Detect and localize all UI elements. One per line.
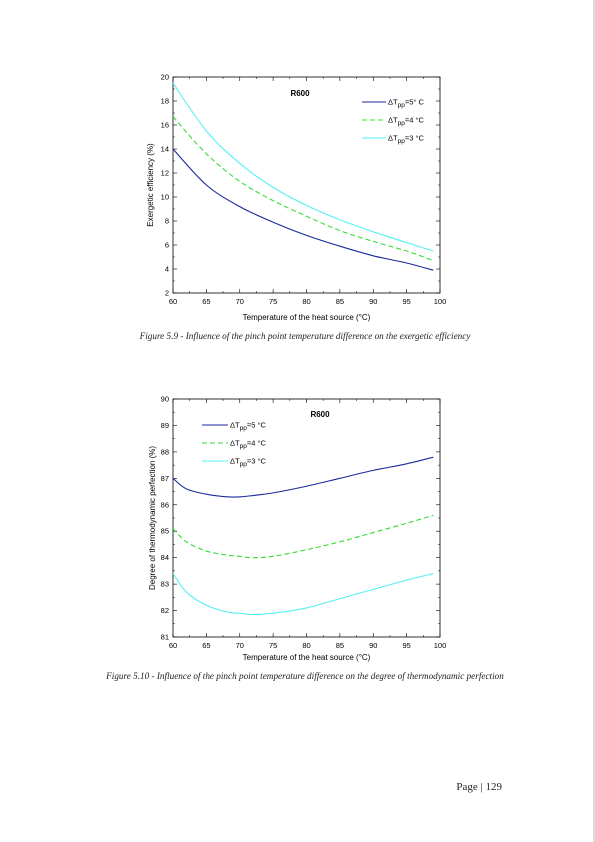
y-tick-label: 12: [161, 169, 169, 178]
y-axis-label: Exergetic efficiency (%): [146, 143, 155, 227]
legend-label-1: ΔTpp=5° C: [388, 98, 424, 110]
y-tick-label: 20: [161, 73, 169, 82]
y-tick-label: 6: [165, 241, 169, 250]
legend-label-2: ΔTpp=4 °C: [230, 439, 266, 451]
x-tick-label: 80: [302, 297, 310, 306]
x-tick-label: 70: [236, 297, 244, 306]
y-tick-label: 18: [161, 97, 169, 106]
x-tick-label: 70: [236, 641, 244, 650]
y-tick-label: 8: [165, 217, 169, 226]
y-tick-label: 81: [161, 633, 169, 642]
x-tick-label: 60: [169, 297, 177, 306]
x-tick-label: 100: [434, 297, 447, 306]
y-tick-label: 90: [161, 395, 169, 404]
y-tick-label: 85: [161, 527, 169, 536]
y-tick-label: 84: [161, 553, 169, 562]
chart-annotation: R600: [290, 89, 310, 98]
series-line-1: [172, 456, 434, 498]
series-line-1: [172, 148, 434, 271]
y-tick-label: 83: [161, 580, 169, 589]
figure-5-9-caption: Figure 5.9 - Influence of the pinch poin…: [139, 331, 471, 341]
y-tick-label: 89: [161, 421, 169, 430]
x-tick-label: 60: [169, 641, 177, 650]
page-number: Page | 129: [456, 781, 502, 793]
x-tick-label: 85: [336, 641, 344, 650]
figure-5-10-caption: Figure 5.10 - Influence of the pinch poi…: [106, 671, 504, 681]
y-axis-label: Degree of thermodynamic perfection (%): [148, 446, 157, 590]
legend-label-1: ΔTpp=5 °C: [230, 421, 266, 433]
y-tick-label: 10: [161, 193, 169, 202]
page-edge: [593, 0, 595, 842]
x-tick-label: 80: [302, 641, 310, 650]
y-tick-label: 82: [161, 606, 169, 615]
y-tick-label: 4: [165, 265, 169, 274]
y-tick-label: 14: [161, 145, 169, 154]
x-tick-label: 85: [336, 297, 344, 306]
x-tick-label: 95: [402, 641, 410, 650]
x-tick-label: 65: [202, 641, 210, 650]
x-tick-label: 75: [269, 297, 277, 306]
y-tick-label: 16: [161, 121, 169, 130]
x-axis-label: Temperature of the heat source (°C): [243, 313, 371, 322]
series-line-3: [172, 572, 434, 616]
legend-label-3: ΔTpp=3 °C: [230, 457, 266, 469]
chart-annotation: R600: [310, 410, 330, 419]
y-tick-label: 87: [161, 474, 169, 483]
x-tick-label: 90: [369, 297, 377, 306]
x-tick-label: 95: [402, 297, 410, 306]
x-tick-label: 75: [269, 641, 277, 650]
series-line-2: [172, 116, 434, 262]
x-tick-label: 90: [369, 641, 377, 650]
y-tick-label: 2: [165, 289, 169, 298]
series-line-2: [172, 514, 434, 559]
y-tick-label: 88: [161, 447, 169, 456]
legend-label-2: ΔTpp=4 °C: [388, 116, 424, 128]
plot-frame: [172, 398, 441, 638]
x-tick-label: 65: [202, 297, 210, 306]
series-line-3: [172, 82, 434, 252]
y-tick-label: 86: [161, 500, 169, 509]
legend-label-3: ΔTpp=3 °C: [388, 134, 424, 146]
x-axis-label: Temperature of the heat source (°C): [243, 653, 371, 662]
x-tick-label: 100: [434, 641, 447, 650]
